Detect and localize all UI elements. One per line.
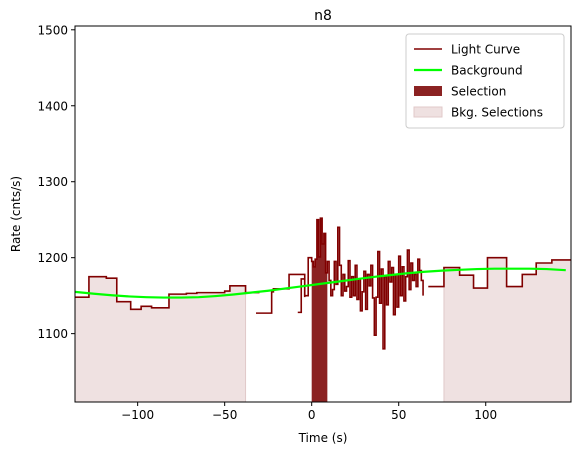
bkg-selection-regions (75, 26, 571, 402)
x-tick-label: −100 (121, 408, 154, 422)
y-tick-label: 1100 (37, 327, 68, 341)
legend-label: Background (451, 64, 523, 78)
background-series (75, 267, 566, 299)
axes-frame (74, 25, 572, 403)
y-axis-label: Rate (cnts/s) (9, 176, 23, 252)
x-tick-label: 50 (391, 408, 406, 422)
legend-label: Bkg. Selections (451, 106, 543, 120)
light-curve-line (428, 256, 571, 289)
chart-title: n8 (314, 8, 332, 24)
y-tick-label: 1300 (37, 175, 68, 189)
x-tick-label: 0 (308, 408, 316, 422)
light-curve-line (255, 273, 306, 314)
y-tick-label: 1500 (37, 23, 68, 37)
y-tick-label: 1400 (37, 99, 68, 113)
light-curve-series (75, 217, 571, 350)
light-curve-line (297, 217, 424, 350)
legend: Light Curve Background Selection Bkg. Selec… (405, 33, 565, 129)
x-tick-label: 100 (474, 408, 497, 422)
legend-label: Light Curve (451, 43, 520, 57)
legend-box (405, 33, 565, 129)
x-axis-ticks: −100 −50 0 50 100 (121, 402, 497, 422)
x-tick-label: −50 (212, 408, 237, 422)
light-curve-line (75, 275, 260, 311)
plot-area (75, 26, 571, 402)
legend-label: Selection (451, 85, 506, 99)
x-axis-label: Time (s) (298, 431, 348, 445)
legend-patch-swatch (413, 106, 443, 118)
background-line (75, 267, 566, 299)
y-axis-ticks: 1100 1200 1300 1400 1500 (37, 23, 75, 341)
y-tick-label: 1200 (37, 251, 68, 265)
legend-patch-swatch (414, 86, 442, 96)
